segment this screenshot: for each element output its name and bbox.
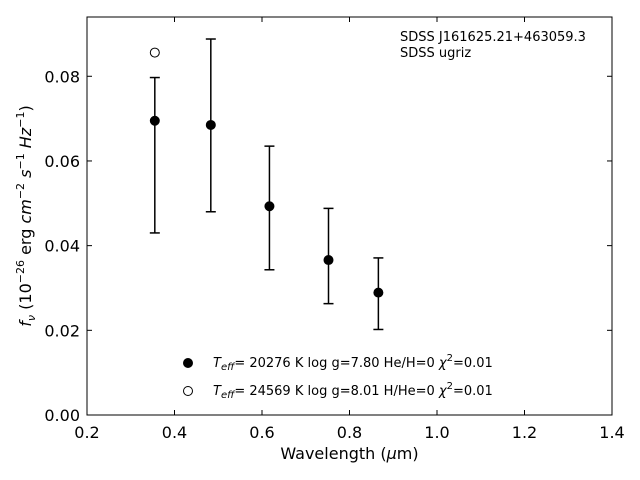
y-tick-label: 0.08 <box>44 67 80 86</box>
data-points <box>149 47 384 298</box>
x-axis-ticks: 0.2 0.4 0.6 0.8 1.0 1.2 1.4 <box>74 17 625 442</box>
x-tick-label: 0.8 <box>337 423 362 442</box>
x-tick-label: 0.2 <box>74 423 99 442</box>
x-tick-label: 1.4 <box>599 423 624 442</box>
y-tick-label: 0.02 <box>44 321 80 340</box>
y-tick-label: 0.00 <box>44 406 80 425</box>
error-bars <box>149 38 384 331</box>
y-axis-label: fν (10−26 erg cm−2 s−1 Hz−1) <box>14 105 38 326</box>
y-axis-ticks: 0.00 0.02 0.04 0.06 0.08 <box>44 67 612 425</box>
legend-marker-open <box>183 386 193 396</box>
data-point-filled <box>149 115 160 126</box>
legend-entry-1: Teff= 20276 K log g=7.80 He/H=0 χ2=0.01 <box>213 353 493 373</box>
x-tick-label: 0.6 <box>249 423 274 442</box>
y-tick-label: 0.04 <box>44 237 80 256</box>
y-tick-label: 0.06 <box>44 152 80 171</box>
legend-entry-2: Teff= 24569 K log g=8.01 H/He=0 χ2=0.01 <box>213 381 493 401</box>
filter-set-annotation: SDSS ugriz <box>400 46 471 61</box>
data-point-filled <box>205 119 216 130</box>
data-point-open <box>149 47 160 58</box>
data-point-filled <box>373 287 384 298</box>
object-name-annotation: SDSS J161625.21+463059.3 <box>400 30 586 45</box>
data-point-filled <box>323 255 334 266</box>
x-axis-label: Wavelength (μm) <box>280 444 418 463</box>
data-point-filled <box>264 201 275 212</box>
x-tick-label: 0.4 <box>162 423 187 442</box>
legend: Teff= 20276 K log g=7.80 He/H=0 χ2=0.01 … <box>183 353 493 401</box>
legend-marker-filled <box>183 358 193 368</box>
x-tick-label: 1.2 <box>512 423 537 442</box>
x-tick-label: 1.0 <box>424 423 449 442</box>
